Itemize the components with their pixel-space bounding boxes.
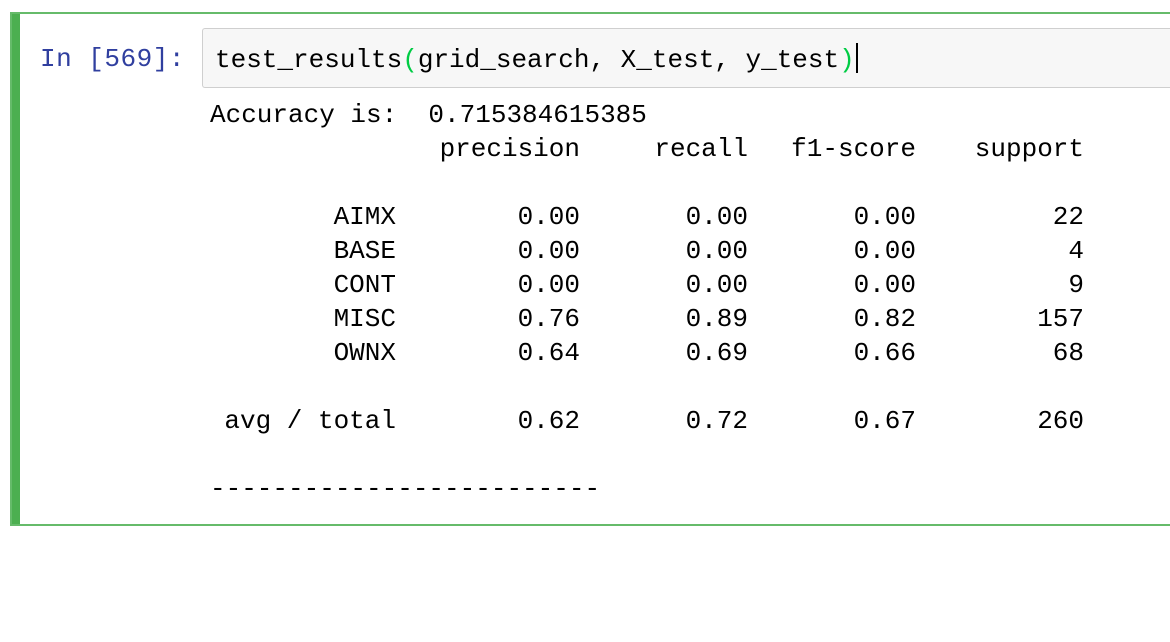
report-row: BASE 0.00 0.00 0.00 4 xyxy=(210,234,1084,268)
row-precision: 0.00 xyxy=(517,202,580,232)
row-label: MISC xyxy=(333,304,396,334)
row-f1: 0.00 xyxy=(853,236,916,266)
cell-output: Accuracy is: 0.715384615385 precision re… xyxy=(210,98,1084,506)
input-prompt: In [569]: xyxy=(40,44,185,74)
row-label: AIMX xyxy=(333,202,396,232)
code-line[interactable]: test_results(grid_search, X_test, y_test… xyxy=(215,43,858,75)
row-label: CONT xyxy=(333,270,396,300)
code-open-paren: ( xyxy=(402,45,418,75)
row-f1: 0.66 xyxy=(853,338,916,368)
total-support: 260 xyxy=(1037,406,1084,436)
row-recall: 0.00 xyxy=(685,270,748,300)
text-cursor xyxy=(855,43,858,73)
row-recall: 0.69 xyxy=(685,338,748,368)
header-precision: precision xyxy=(439,134,580,164)
total-f1: 0.67 xyxy=(853,406,916,436)
code-input-area[interactable]: test_results(grid_search, X_test, y_test… xyxy=(202,28,1170,88)
row-recall: 0.89 xyxy=(685,304,748,334)
row-support: 22 xyxy=(1052,202,1084,232)
row-recall: 0.00 xyxy=(685,236,748,266)
report-total-row: avg / total 0.62 0.72 0.67 260 xyxy=(210,404,1084,438)
header-f1-score: f1-score xyxy=(791,134,916,164)
notebook-cell[interactable]: In [569]: test_results(grid_search, X_te… xyxy=(10,12,1170,526)
header-recall: recall xyxy=(654,134,748,164)
row-f1: 0.00 xyxy=(853,270,916,300)
row-support: 68 xyxy=(1052,338,1084,368)
report-row: OWNX 0.64 0.69 0.66 68 xyxy=(210,336,1084,370)
separator-line: ------------------------- xyxy=(210,474,601,504)
row-support: 4 xyxy=(1068,236,1084,266)
total-label: avg / total xyxy=(224,406,396,436)
report-row: CONT 0.00 0.00 0.00 9 xyxy=(210,268,1084,302)
row-recall: 0.00 xyxy=(685,202,748,232)
row-support: 9 xyxy=(1068,270,1084,300)
code-close-paren: ) xyxy=(839,45,855,75)
report-header-row: precision recall f1-score support xyxy=(210,132,1084,166)
row-precision: 0.00 xyxy=(517,236,580,266)
row-f1: 0.00 xyxy=(853,202,916,232)
row-support: 157 xyxy=(1037,304,1084,334)
header-support: support xyxy=(974,134,1084,164)
row-label: BASE xyxy=(333,236,396,266)
row-precision: 0.76 xyxy=(517,304,580,334)
row-label: OWNX xyxy=(333,338,396,368)
row-precision: 0.64 xyxy=(517,338,580,368)
row-f1: 0.82 xyxy=(853,304,916,334)
report-row: AIMX 0.00 0.00 0.00 22 xyxy=(210,200,1084,234)
code-arguments: grid_search, X_test, y_test xyxy=(417,45,840,75)
cell-selection-bar xyxy=(12,14,20,524)
total-precision: 0.62 xyxy=(517,406,580,436)
accuracy-line: Accuracy is: 0.715384615385 xyxy=(210,100,647,130)
report-row: MISC 0.76 0.89 0.82 157 xyxy=(210,302,1084,336)
total-recall: 0.72 xyxy=(685,406,748,436)
code-function-name: test_results xyxy=(215,45,403,75)
row-precision: 0.00 xyxy=(517,270,580,300)
